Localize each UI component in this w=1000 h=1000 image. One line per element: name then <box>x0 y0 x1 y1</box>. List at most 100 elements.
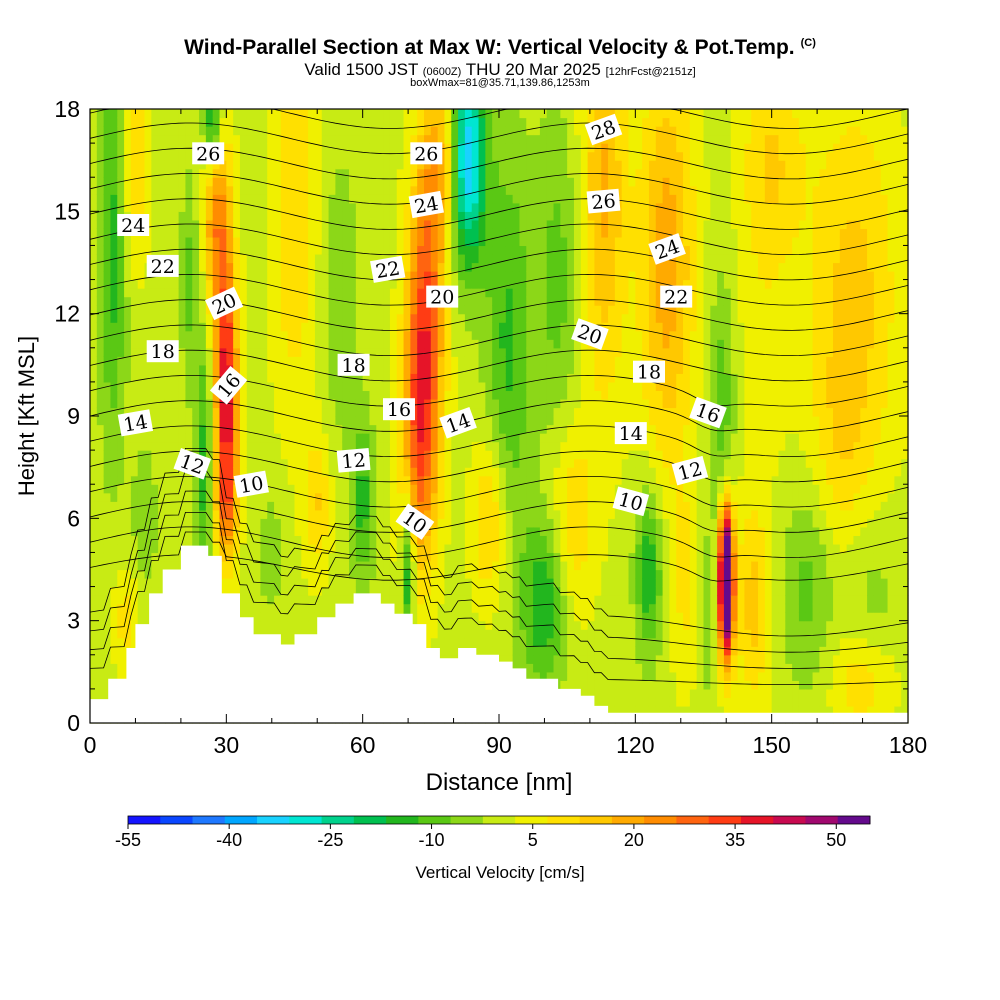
heatmap-cell <box>369 211 377 221</box>
heatmap-cell <box>546 433 555 443</box>
heatmap-cell <box>117 492 125 502</box>
heatmap-cell <box>403 381 411 392</box>
heatmap-cell <box>464 612 473 622</box>
heatmap-cell <box>560 671 568 681</box>
heatmap-cell <box>546 330 555 340</box>
heatmap-cell <box>505 398 514 409</box>
heatmap-cell <box>444 398 452 409</box>
heatmap-cell <box>383 569 391 579</box>
heatmap-cell <box>512 373 521 383</box>
heatmap-cell <box>519 347 527 357</box>
heatmap-cell <box>430 160 439 170</box>
heatmap-cell <box>280 228 289 238</box>
heatmap-cell <box>267 586 275 596</box>
heatmap-cell <box>226 177 234 187</box>
heatmap-cell <box>199 501 207 511</box>
heatmap-cell <box>410 347 418 357</box>
heatmap-cell <box>546 450 555 460</box>
heatmap-cell <box>526 450 534 460</box>
heatmap-cell <box>349 168 357 178</box>
heatmap-cell <box>464 526 473 536</box>
heatmap-cell <box>328 603 336 613</box>
heatmap-cell <box>328 398 336 409</box>
heatmap-cell <box>314 168 323 178</box>
heatmap-cell <box>219 484 227 494</box>
heatmap-cell <box>362 578 371 588</box>
heatmap-cell <box>192 373 200 383</box>
heatmap-cell <box>485 185 493 195</box>
heatmap-cell <box>233 219 241 229</box>
heatmap-cell <box>492 637 500 647</box>
heatmap-cell <box>164 296 173 306</box>
heatmap-cell <box>478 450 486 460</box>
heatmap-cell <box>526 407 534 417</box>
heatmap-cell <box>437 322 446 332</box>
heatmap-cell <box>90 407 98 417</box>
heatmap-cell <box>158 236 166 247</box>
heatmap-cell <box>430 134 439 144</box>
heatmap-cell <box>471 279 480 289</box>
heatmap-cell <box>362 441 371 451</box>
heatmap-cell <box>233 262 241 272</box>
heatmap-cell <box>512 569 521 579</box>
heatmap-cell <box>158 416 166 426</box>
heatmap-cell <box>90 364 98 374</box>
heatmap-cell <box>430 313 439 323</box>
heatmap-cell <box>553 219 561 229</box>
heatmap-cell <box>226 518 234 528</box>
heatmap-cell <box>553 296 561 306</box>
heatmap-cell <box>294 117 302 127</box>
heatmap-cell <box>178 398 187 409</box>
heatmap-cell <box>178 364 187 374</box>
heatmap-cell <box>328 492 336 502</box>
heatmap-cell <box>505 134 514 144</box>
heatmap-cell <box>526 134 534 144</box>
heatmap-cell <box>362 305 371 315</box>
heatmap-cell <box>280 484 289 494</box>
heatmap-cell <box>369 143 377 153</box>
heatmap-cell <box>233 143 241 153</box>
heatmap-cell <box>430 390 439 400</box>
heatmap-cell <box>444 262 452 272</box>
heatmap-cell <box>342 373 350 383</box>
heatmap-cell <box>260 535 268 545</box>
heatmap-cell <box>90 202 98 212</box>
heatmap-cell <box>130 492 139 502</box>
heatmap-cell <box>451 578 459 588</box>
heatmap-cell <box>117 322 125 332</box>
heatmap-cell <box>308 117 316 127</box>
heatmap-cell <box>124 279 132 289</box>
heatmap-cell <box>539 245 548 255</box>
heatmap-cell <box>239 236 248 247</box>
heatmap-cell <box>171 450 180 460</box>
heatmap-cell <box>164 450 173 460</box>
heatmap-cell <box>124 356 132 366</box>
heatmap-cell <box>239 117 248 127</box>
heatmap-cell <box>219 407 227 417</box>
heatmap-cell <box>512 450 521 460</box>
heatmap-cell <box>103 603 112 613</box>
heatmap-cell <box>396 595 405 605</box>
heatmap-cell <box>444 364 452 374</box>
heatmap-cell <box>192 518 200 528</box>
heatmap-cell <box>410 253 418 264</box>
heatmap-cell <box>533 603 541 613</box>
heatmap-cell <box>219 253 227 264</box>
heatmap-cell <box>437 313 446 323</box>
heatmap-cell <box>239 134 248 144</box>
heatmap-cell <box>485 296 493 306</box>
heatmap-cell <box>151 407 159 417</box>
heatmap-cell <box>533 330 541 340</box>
heatmap-cell <box>499 109 507 119</box>
heatmap-cell <box>246 177 255 187</box>
heatmap-cell <box>451 595 459 605</box>
heatmap-cell <box>499 288 507 298</box>
heatmap-cell <box>499 202 507 212</box>
heatmap-cell <box>178 322 187 332</box>
heatmap-cell <box>383 501 391 511</box>
heatmap-cell <box>383 552 391 562</box>
heatmap-cell <box>253 262 262 272</box>
heatmap-cell <box>110 518 118 528</box>
heatmap-cell <box>410 185 418 195</box>
heatmap-cell <box>355 134 364 144</box>
